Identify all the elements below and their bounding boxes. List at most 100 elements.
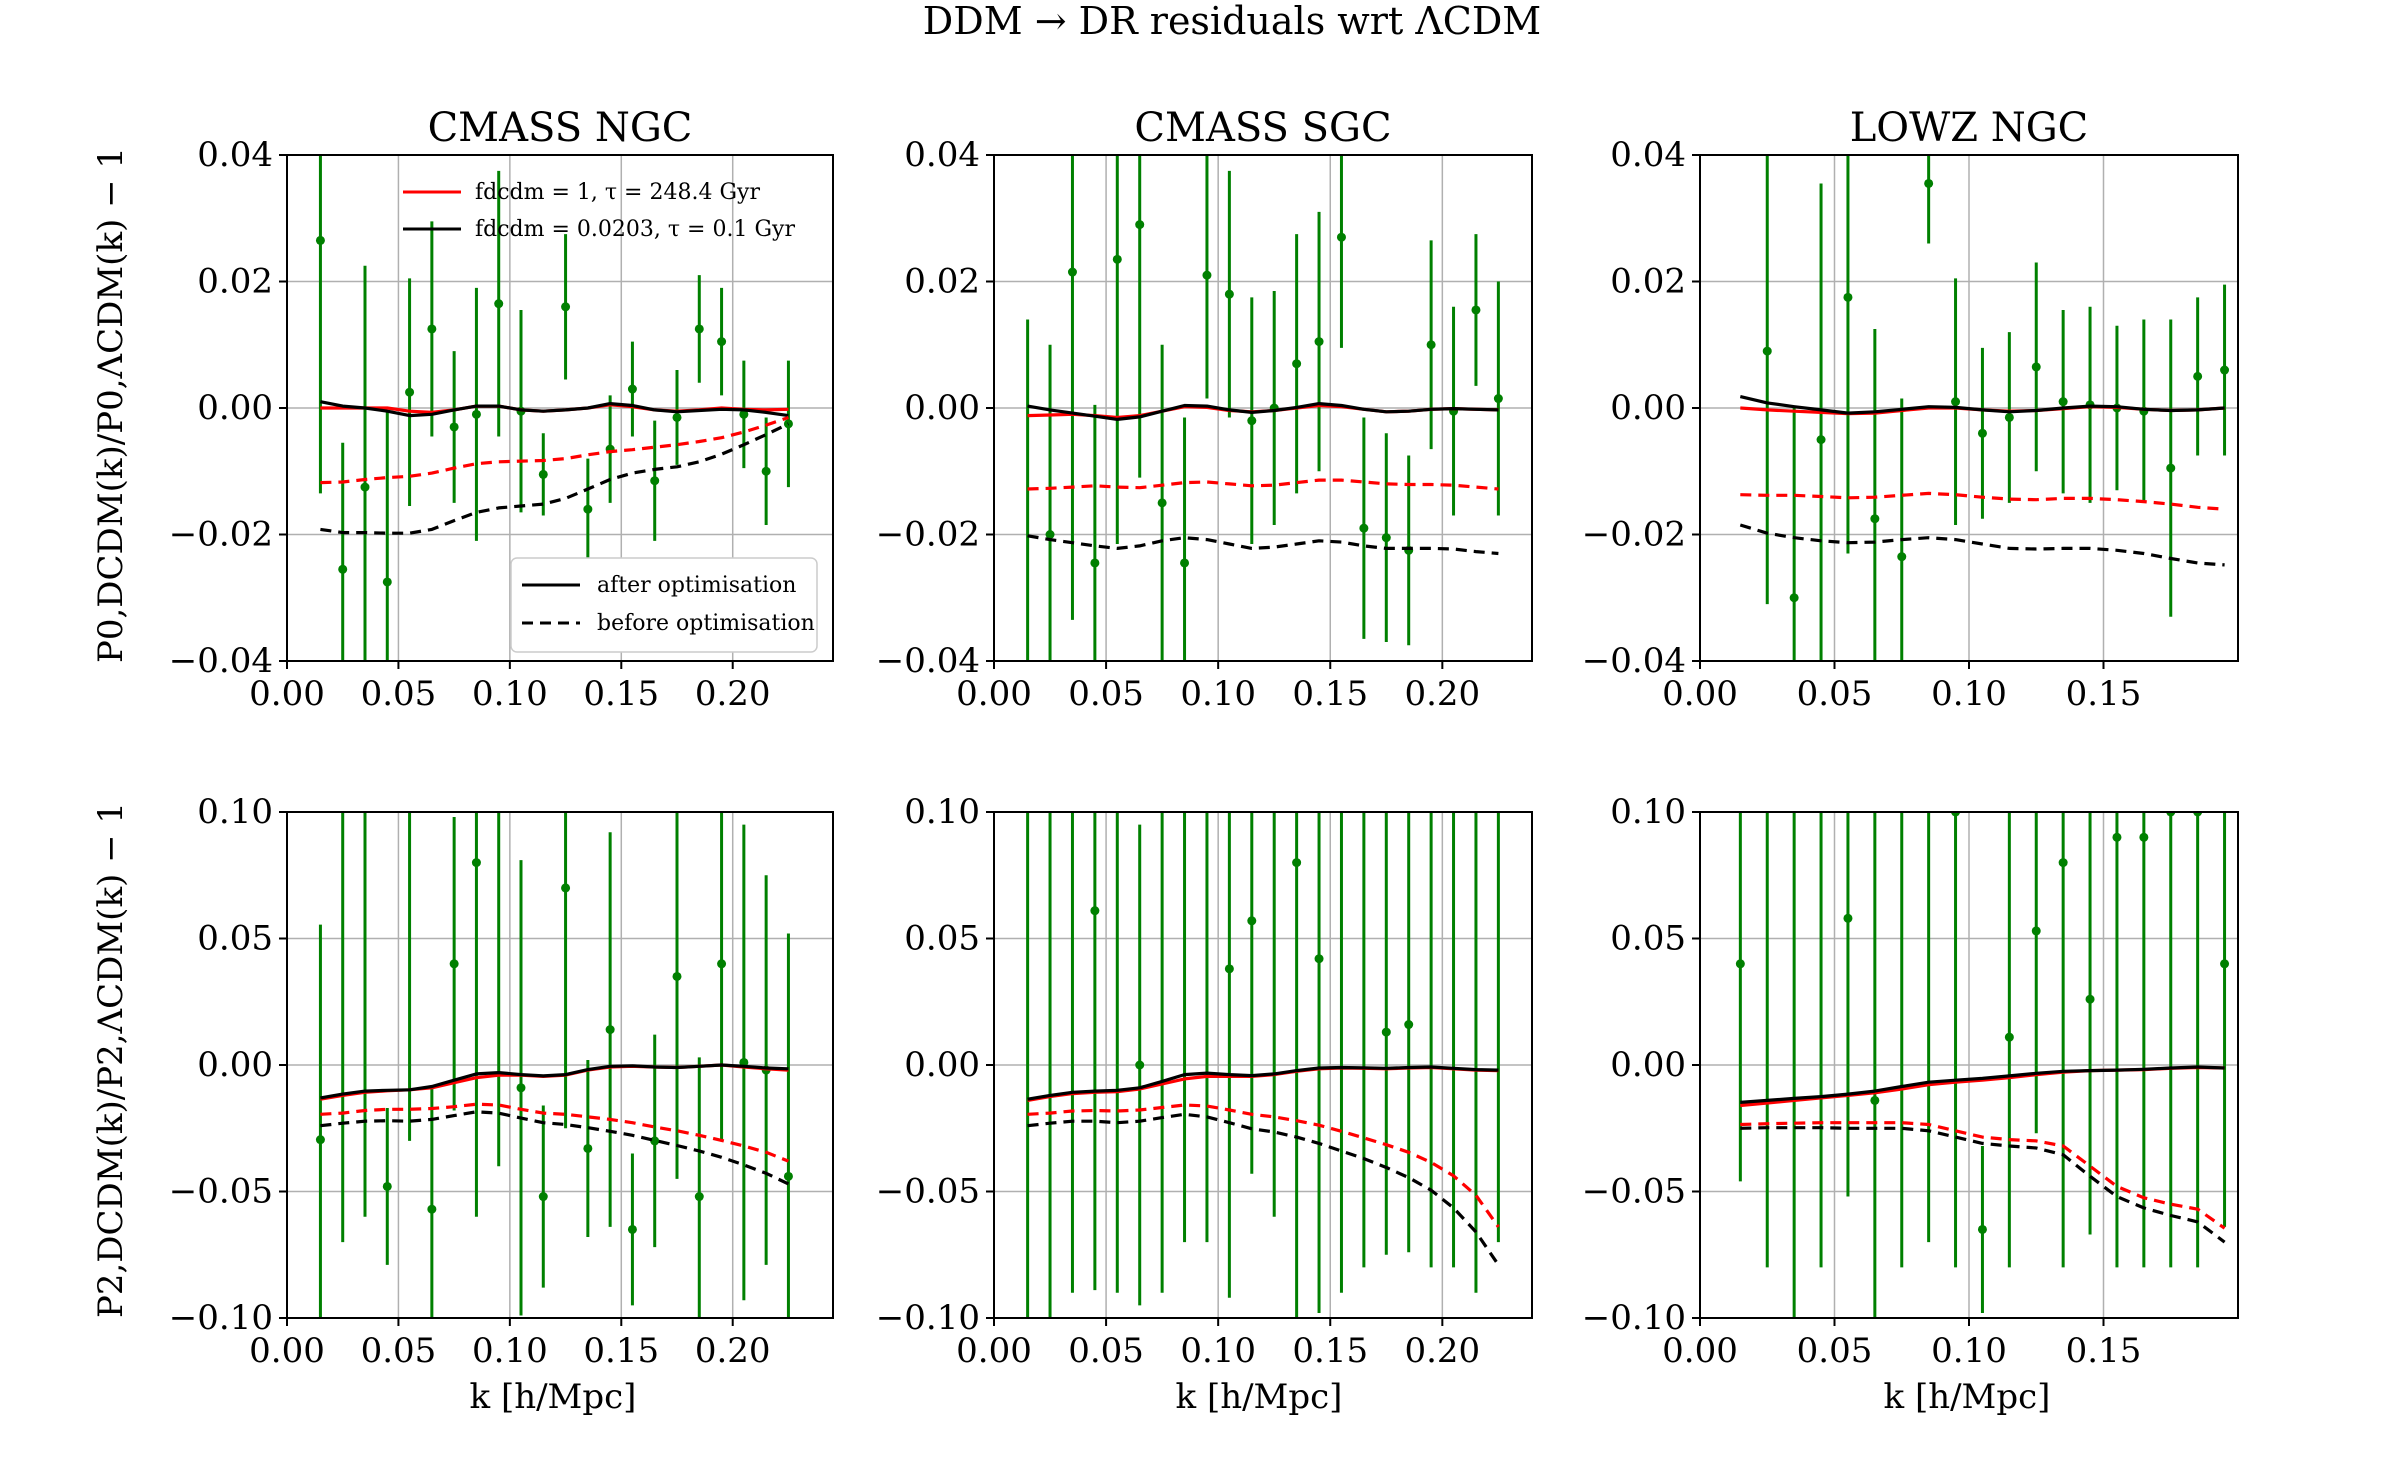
data-point [1247, 416, 1257, 426]
data-point [2166, 812, 2176, 817]
y-tick-label: 0.00 [197, 388, 273, 428]
data-point [1112, 254, 1122, 264]
plot-area [1735, 706, 2230, 1318]
plot-area [1739, 155, 2230, 661]
x-tick-label: 0.20 [695, 674, 771, 714]
data-point [1314, 954, 1324, 964]
y-tick-label: −0.04 [169, 641, 273, 681]
data-point [1843, 913, 1853, 923]
x-tick-label: 0.00 [956, 1331, 1032, 1371]
panel-lowz-ngc-quadrupole: 0.00 0.05 0.10 0.15 −0.10 −0.05 0.00 0.05 0.10 [1582, 706, 2239, 1371]
x-tick-label: 0.00 [1662, 1331, 1738, 1371]
y-tick-label: 0.05 [1610, 919, 1686, 959]
data-point [1381, 1027, 1391, 1037]
series-line-1 [1027, 402, 1499, 421]
x-tick-label: 0.05 [1797, 1331, 1873, 1371]
data-point [561, 302, 571, 312]
data-point [1067, 267, 1077, 277]
data-point [516, 1083, 526, 1093]
xlabel-right: k [h/Mpc] [1884, 1377, 2051, 1417]
data-point [2112, 832, 2122, 842]
data-point [1381, 533, 1391, 543]
ylabel-top: P0,DCDM(k)/P0,ΛCDM(k) − 1 [91, 147, 131, 663]
data-point [1471, 305, 1481, 315]
y-tick-label: 0.04 [1610, 135, 1686, 175]
data-point [494, 299, 504, 309]
data-point [2166, 463, 2176, 473]
series-line-3 [1739, 523, 2225, 567]
series-line-1 [1027, 1065, 1499, 1101]
x-tick-label: 0.20 [695, 1331, 771, 1371]
data-point [1180, 558, 1190, 568]
y-tick-label: 0.02 [197, 262, 273, 302]
xlabel-left: k [h/Mpc] [470, 1377, 637, 1417]
panel-cmass-ngc-monopole: 0.00 0.05 0.10 0.15 0.20 −0.04 −0.02 0.00 0.02 0.… [169, 105, 834, 714]
data-point [1359, 757, 1368, 766]
data-point [1135, 220, 1145, 230]
y-tick-label: 0.00 [904, 1045, 980, 1085]
data-point [2058, 858, 2068, 868]
data-point [494, 782, 503, 791]
xlabel-middle: k [h/Mpc] [1176, 1377, 1343, 1417]
data-point [2004, 1032, 2014, 1042]
series-line-2 [1027, 478, 1499, 491]
x-tick-label: 0.10 [1180, 674, 1256, 714]
x-tick-label: 0.05 [361, 1331, 437, 1371]
data-point [1449, 757, 1458, 766]
y-tick-label: 0.04 [197, 135, 273, 175]
y-tick-label: 0.02 [1610, 262, 1686, 302]
plot-area [1026, 580, 1500, 1318]
data-point [1157, 498, 1167, 508]
data-point [1951, 397, 1961, 407]
data-point [694, 324, 704, 334]
data-point [583, 1143, 593, 1153]
y-tick-label: −0.10 [876, 1298, 980, 1338]
data-point [1202, 270, 1212, 280]
data-point [1843, 292, 1853, 302]
legend-after-label: after optimisation [597, 573, 796, 598]
data-point [382, 1181, 392, 1191]
data-point [583, 504, 593, 514]
data-point [1113, 580, 1122, 589]
data-point [1202, 732, 1211, 741]
legend-styles: after optimisation before optimisation [510, 557, 818, 653]
y-tick-label: −0.05 [169, 1172, 273, 1212]
data-point [561, 883, 571, 893]
data-point [1427, 757, 1436, 766]
x-tick-label: 0.15 [583, 1331, 659, 1371]
data-point [405, 387, 415, 397]
x-tick-label: 0.05 [361, 674, 437, 714]
data-point [2031, 362, 2041, 372]
data-point [1337, 732, 1346, 741]
data-point [650, 476, 660, 486]
data-point [605, 1025, 615, 1035]
x-tick-label: 0.15 [1292, 674, 1368, 714]
y-tick-label: −0.04 [1582, 641, 1686, 681]
data-point [315, 235, 325, 245]
data-point [1951, 812, 1961, 817]
data-point [717, 337, 727, 347]
data-point [1314, 337, 1324, 347]
x-tick-label: 0.05 [1068, 674, 1144, 714]
x-tick-label: 0.15 [2066, 674, 2142, 714]
data-point [2058, 397, 2068, 407]
data-point [1426, 340, 1436, 350]
data-point [1045, 530, 1055, 539]
series-line-3 [1740, 1126, 2226, 1244]
data-point [1135, 1060, 1145, 1070]
data-point [382, 577, 392, 587]
plot-area [315, 782, 793, 1318]
y-tick-label: −0.05 [1582, 1172, 1686, 1212]
legend-black-label: fdcdm = 0.0203, τ = 0.1 Gyr [475, 217, 795, 242]
x-tick-label: 0.00 [956, 674, 1032, 714]
y-tick-label: 0.04 [904, 135, 980, 175]
panel-title-lowz-ngc-monopole: LOWZ NGC [1850, 105, 2089, 151]
series-line-0 [320, 1063, 789, 1101]
data-point [1762, 346, 1772, 356]
data-point [1897, 706, 1906, 715]
data-point [1224, 289, 1234, 299]
data-point [1870, 1095, 1880, 1105]
x-tick-label: 0.05 [1068, 1331, 1144, 1371]
y-tick-label: 0.00 [904, 388, 980, 428]
